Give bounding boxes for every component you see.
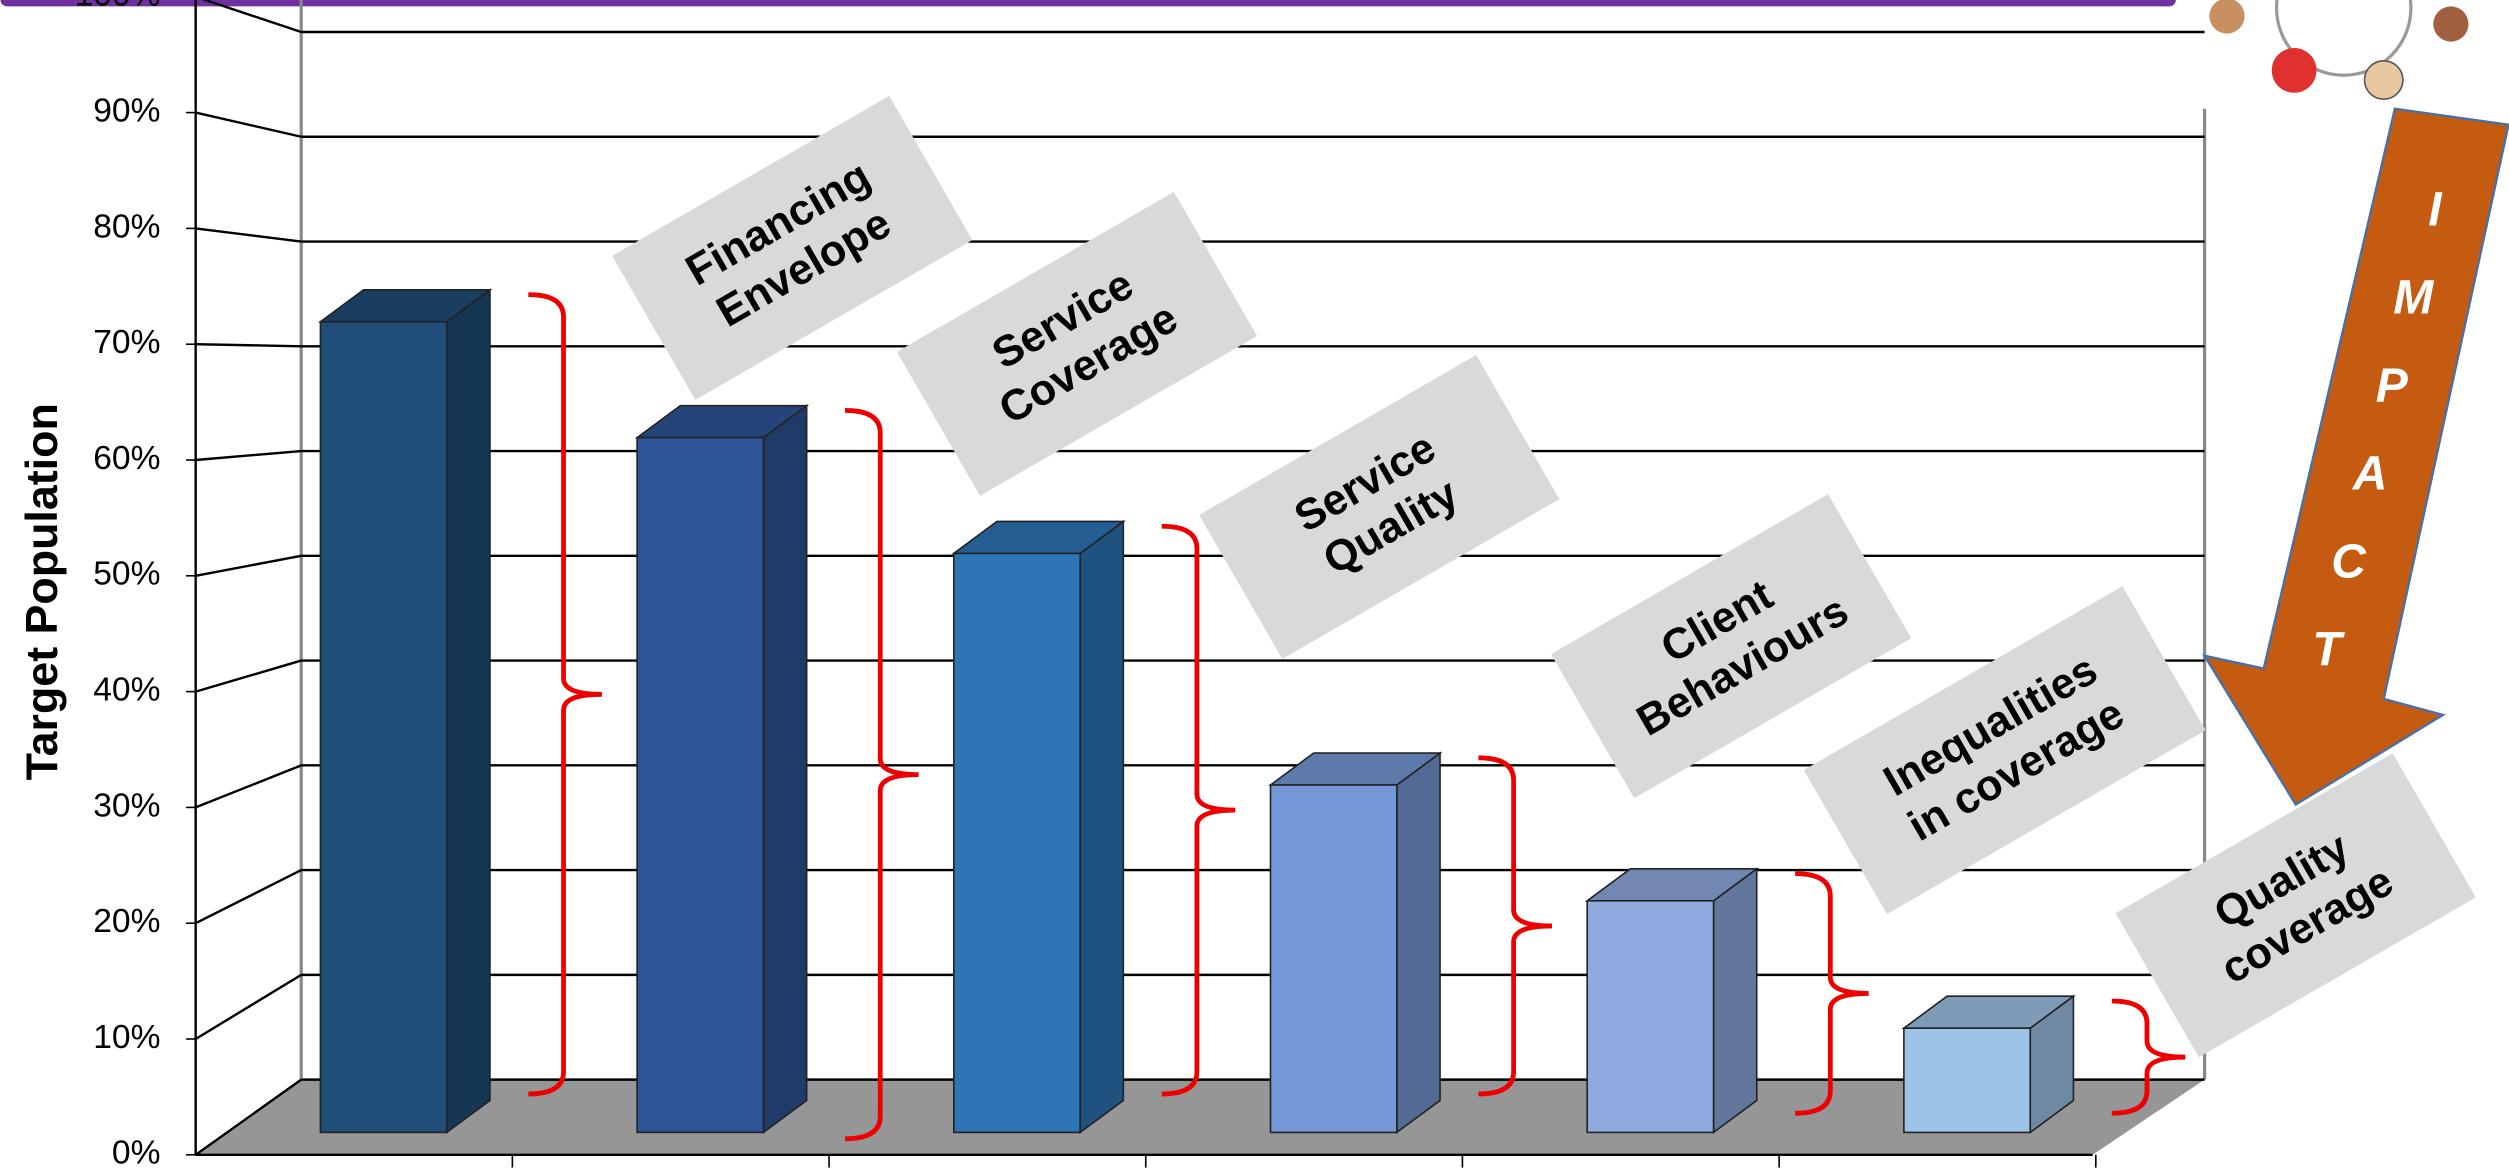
- brace: [1161, 523, 1236, 1097]
- grid-line-side: [195, 659, 302, 693]
- annotation-box: [1551, 494, 1912, 799]
- bar-side: [1396, 751, 1441, 1135]
- bar-side: [762, 404, 808, 1135]
- grid-line-side: [201, 0, 302, 34]
- grid-line-side: [194, 1078, 302, 1156]
- grid-line-side: [195, 449, 302, 462]
- bar-side: [1712, 867, 1758, 1135]
- y-tick-label: 0%: [112, 1135, 161, 1172]
- grid-line-side: [195, 764, 302, 809]
- grid-line-side: [195, 869, 302, 925]
- grid-line-side: [195, 554, 302, 577]
- bar: [1903, 1027, 2032, 1134]
- grid-line-side: [195, 227, 302, 243]
- y-axis-label: Target Population: [17, 403, 67, 780]
- y-tick-label: 20%: [93, 903, 160, 940]
- annotation-box: [1199, 355, 1560, 660]
- y-tick-label: 80%: [93, 208, 160, 245]
- y-tick-label: 50%: [93, 556, 160, 593]
- annotation-box: [896, 191, 1258, 496]
- annotation-box: [612, 95, 973, 400]
- header-bar: [0, 0, 2176, 7]
- grid-line-side: [195, 973, 302, 1041]
- y-tick-label: 40%: [93, 671, 160, 708]
- bar-side: [445, 288, 491, 1135]
- annotation-box: [2115, 753, 2476, 1058]
- y-tick-label: 60%: [93, 440, 160, 477]
- bar: [1269, 784, 1398, 1134]
- bar: [953, 552, 1081, 1134]
- impact-arrow: [2202, 107, 2509, 807]
- y-tick-label: 30%: [93, 787, 160, 824]
- y-tick-label: 90%: [93, 92, 160, 129]
- bar: [1586, 900, 1715, 1134]
- bar-side: [1079, 519, 1125, 1135]
- brace: [1478, 755, 1552, 1097]
- logo: [2209, 0, 2469, 100]
- brace: [845, 408, 919, 1142]
- y-tick-label: 100%: [75, 0, 161, 14]
- brace: [528, 292, 602, 1097]
- brace: [2111, 998, 2186, 1116]
- grid-line-side: [195, 343, 302, 348]
- bar: [636, 436, 765, 1134]
- bar: [319, 321, 448, 1134]
- brace: [1795, 871, 1869, 1116]
- grid-line-side: [195, 111, 302, 138]
- y-tick-label: 70%: [93, 324, 160, 361]
- y-tick-label: 10%: [93, 1019, 160, 1056]
- annotation-box: [1803, 586, 2206, 915]
